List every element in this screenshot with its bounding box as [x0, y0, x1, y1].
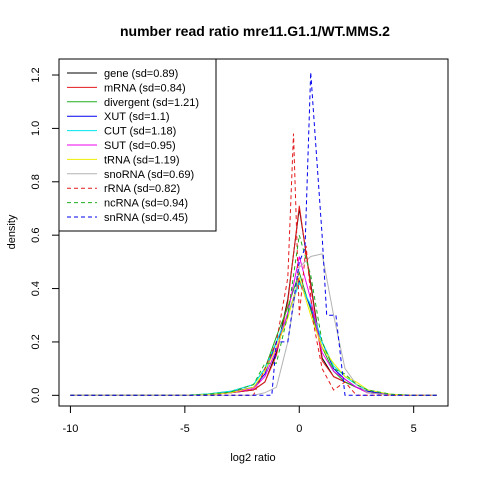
x-tick-label: -5 [180, 423, 190, 435]
plot-lines [70, 72, 437, 396]
y-axis-label: density [6, 214, 18, 249]
x-axis: -10 -5 0 5 [62, 405, 417, 435]
series-line-11 [70, 72, 437, 396]
legend: gene (sd=0.89) mRNA (sd=0.84) divergent (s… [58, 58, 217, 232]
legend-label-7: tRNA (sd=1.19) [104, 154, 180, 166]
chart-title: number read ratio mre11.G1.1/WT.MMS.2 [120, 23, 390, 39]
y-tick-label: 1.0 [30, 121, 42, 136]
series-line-5 [70, 281, 437, 396]
x-tick-label: 0 [296, 423, 302, 435]
series-line-6 [70, 256, 437, 396]
y-tick-label: 0.4 [30, 281, 42, 296]
series-line-8 [70, 253, 437, 396]
legend-label-11: snRNA (sd=0.45) [104, 212, 188, 224]
series-line-3 [70, 270, 437, 396]
series-line-1 [70, 208, 437, 396]
x-axis-label: log2 ratio [230, 452, 275, 464]
legend-label-9: rRNA (sd=0.82) [104, 183, 180, 195]
y-axis: 0.0 0.2 0.4 0.6 0.8 1.0 1.2 [30, 67, 60, 403]
series-line-7 [70, 276, 437, 396]
legend-label-4: XUT (sd=1.1) [104, 111, 170, 123]
legend-label-8: snoRNA (sd=0.69) [104, 169, 194, 181]
y-tick-label: 0.2 [30, 334, 42, 349]
legend-label-10: ncRNA (sd=0.94) [104, 198, 188, 210]
series-line-4 [70, 279, 437, 396]
y-tick-label: 0.6 [30, 228, 42, 243]
y-tick-label: 1.2 [30, 67, 42, 82]
series-line-2 [70, 205, 437, 396]
x-tick-label: -10 [62, 423, 78, 435]
y-tick-label: 0.8 [30, 174, 42, 189]
legend-label-3: divergent (sd=1.21) [104, 97, 199, 109]
legend-label-2: mRNA (sd=0.84) [104, 82, 186, 94]
y-tick-label: 0.0 [30, 388, 42, 403]
series-line-9 [70, 133, 437, 396]
series-line-10 [70, 235, 437, 396]
legend-label-6: SUT (sd=0.95) [104, 140, 176, 152]
legend-label-5: CUT (sd=1.18) [104, 126, 176, 138]
x-tick-label: 5 [411, 423, 417, 435]
legend-label-1: gene (sd=0.89) [104, 68, 178, 80]
